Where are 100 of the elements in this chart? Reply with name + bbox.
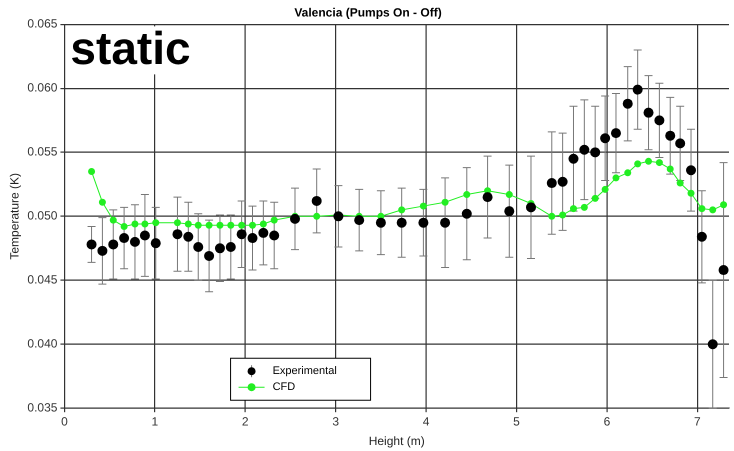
point: [354, 215, 364, 226]
point: [546, 178, 557, 188]
point: [270, 216, 278, 224]
point: [665, 130, 676, 141]
point: [418, 218, 428, 228]
point: [602, 186, 609, 193]
point: [676, 180, 684, 187]
y-tick-label: 0.040: [27, 336, 58, 351]
point: [558, 176, 568, 187]
point: [440, 218, 450, 228]
point: [645, 158, 652, 165]
point: [675, 138, 686, 148]
point: [248, 233, 258, 244]
point: [214, 243, 225, 254]
point: [313, 212, 320, 220]
point: [150, 238, 161, 248]
point: [568, 154, 578, 164]
point: [482, 192, 493, 202]
x-tick-label: 3: [332, 414, 340, 429]
x-tick-label: 2: [242, 414, 249, 429]
point: [204, 250, 214, 261]
y-tick-label: 0.050: [27, 208, 58, 223]
point: [216, 222, 224, 229]
point: [98, 198, 106, 206]
x-axis-title: Height (m): [368, 434, 425, 448]
point: [708, 339, 718, 350]
point: [174, 219, 181, 226]
point: [698, 205, 706, 212]
point: [644, 108, 654, 118]
point: [226, 242, 236, 252]
point: [333, 211, 344, 222]
point: [131, 220, 138, 228]
x-tick-label: 6: [604, 414, 611, 429]
point: [580, 204, 588, 211]
legend-label: Experimental: [272, 365, 337, 378]
point: [590, 147, 600, 158]
point: [141, 220, 148, 228]
point: [634, 160, 642, 168]
point: [600, 133, 610, 144]
point: [462, 208, 472, 219]
point: [152, 219, 160, 226]
point: [696, 232, 707, 242]
point: [396, 218, 407, 228]
point: [88, 168, 96, 176]
point: [666, 165, 674, 172]
point: [184, 220, 192, 228]
point: [130, 236, 140, 247]
point: [688, 190, 695, 197]
point: [504, 206, 514, 216]
point: [290, 214, 300, 224]
point: [183, 232, 194, 242]
point: [269, 230, 280, 240]
point: [526, 202, 536, 212]
y-tick-label: 0.055: [27, 144, 58, 159]
point: [709, 206, 716, 214]
y-tick-label: 0.065: [27, 16, 58, 31]
y-tick-label: 0.060: [27, 80, 58, 95]
point: [249, 222, 256, 229]
point: [108, 239, 118, 250]
legend-label: CFD: [272, 381, 296, 394]
point: [559, 212, 566, 219]
point: [376, 218, 386, 228]
y-tick-label: 0.045: [27, 272, 58, 287]
point: [656, 159, 663, 166]
x-tick-label: 4: [422, 414, 430, 429]
point: [260, 220, 267, 228]
x-tick-label: 7: [694, 414, 702, 429]
point: [610, 128, 621, 138]
point: [86, 239, 97, 250]
y-tick-label: 0.035: [27, 400, 58, 415]
point: [612, 174, 620, 182]
point: [236, 229, 247, 240]
point: [193, 242, 204, 252]
point: [579, 144, 590, 155]
point: [120, 223, 128, 230]
point: [206, 222, 213, 229]
annotation: static: [70, 22, 191, 74]
point: [140, 230, 150, 240]
point: [506, 191, 513, 198]
y-axis-title: Temperature (K): [8, 172, 22, 260]
point: [686, 165, 696, 176]
point: [720, 201, 728, 208]
point: [632, 84, 643, 95]
chart-title: Valencia (Pumps On - Off): [294, 6, 442, 20]
point: [592, 194, 599, 202]
point: [258, 228, 268, 238]
point: [548, 212, 556, 220]
point: [420, 202, 427, 210]
point: [624, 169, 632, 176]
x-tick-label: 0: [61, 414, 68, 429]
point: [398, 206, 406, 214]
x-tick-label: 1: [152, 414, 159, 429]
point: [110, 216, 117, 224]
point: [718, 265, 729, 276]
point: [463, 191, 470, 198]
point: [570, 205, 577, 212]
point: [442, 198, 449, 206]
point: [312, 196, 322, 206]
point: [194, 222, 202, 229]
point: [172, 229, 182, 240]
